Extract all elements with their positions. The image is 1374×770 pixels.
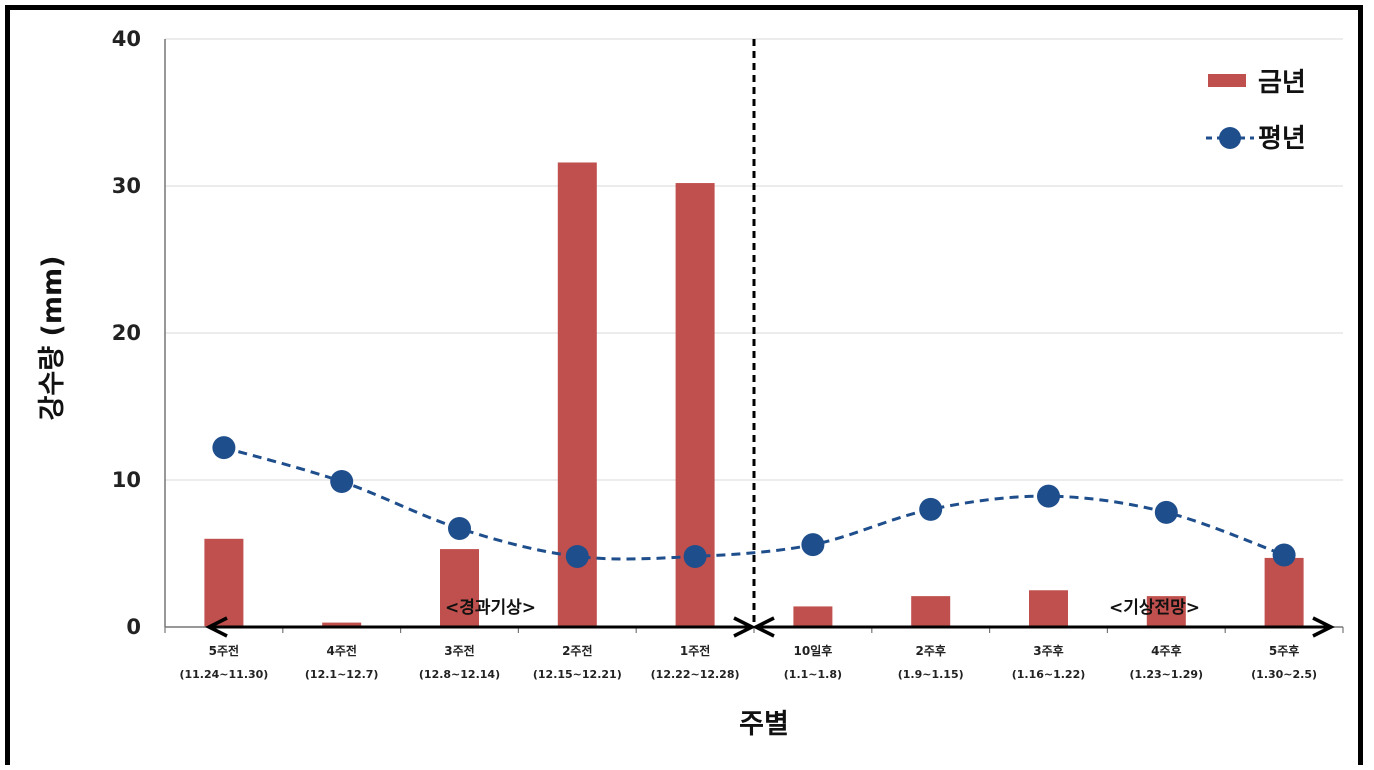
x-axis-title: 주별 [739, 709, 789, 740]
bar [322, 622, 362, 627]
x-tick-range: (1.1~1.8) [784, 668, 842, 681]
line-marker [801, 533, 825, 557]
bar [440, 549, 479, 627]
legend-label-normal-year: 평년 [1258, 124, 1306, 154]
bar-series-this-year [204, 162, 1304, 628]
y-axis-ticks: 0 10 20 30 40 [112, 27, 141, 639]
bar [911, 596, 951, 627]
x-tick-range: (1.30~2.5) [1251, 668, 1317, 681]
x-tick-range: (12.8~12.14) [419, 668, 500, 681]
future-arrow-left-head [752, 616, 775, 638]
line-marker [448, 517, 471, 541]
y-tick-label: 20 [112, 321, 141, 345]
line-marker [1154, 500, 1178, 524]
x-tick-label: 4주후 [1151, 643, 1181, 658]
line-marker [565, 544, 589, 568]
x-tick-label: 5주전 [209, 643, 239, 658]
x-tick-label: 10일후 [794, 643, 833, 658]
x-tick-range: (12.15~12.21) [533, 668, 622, 681]
y-tick-label: 30 [112, 174, 141, 198]
x-tick-label: 4주전 [326, 643, 356, 658]
bar [1029, 590, 1068, 627]
x-tick-label: 2주후 [915, 643, 945, 658]
bar [204, 538, 244, 627]
legend-swatch-this-year [1208, 74, 1246, 87]
line-marker [330, 469, 354, 493]
past-arrow-left-head [205, 616, 228, 638]
legend: 금년 평년 [1206, 68, 1306, 154]
line-series-normal-year [212, 436, 1296, 568]
normal-year-line [223, 446, 1285, 561]
x-tick-range: (12.1~12.7) [305, 668, 379, 681]
x-axis-labels: 5주전 (11.24~11.30) 4주전 (12.1~12.7) 3주전 (12.8~1… [179, 643, 1317, 681]
bar [793, 606, 833, 627]
x-tick-label: 5주후 [1269, 643, 1299, 658]
line-marker [212, 436, 236, 460]
x-tick-range: (11.24~11.30) [179, 668, 268, 681]
line-marker [1037, 484, 1060, 508]
x-tick-range: (1.16~1.22) [1012, 668, 1086, 681]
x-tick-range: (1.9~1.15) [898, 668, 964, 681]
past-arrow-right-head [733, 616, 756, 638]
y-tick-label: 40 [112, 27, 141, 51]
line-marker [683, 544, 707, 568]
line-marker [919, 497, 943, 521]
x-tick-label: 3주전 [444, 643, 474, 658]
legend-marker-normal-year [1219, 127, 1241, 149]
bar [1264, 557, 1304, 627]
y-tick-label: 0 [126, 615, 141, 639]
y-axis-title: 강수량 (mm) [37, 256, 68, 421]
period-annotations: <경과기상> <기상전망> [205, 598, 1335, 638]
future-arrow-right-head [1312, 616, 1335, 638]
x-tick-label: 2주전 [562, 643, 592, 658]
axes [164, 39, 1344, 633]
past-period-label: <경과기상> [445, 598, 536, 618]
x-tick-range: (12.22~12.28) [651, 668, 740, 681]
x-tick-label: 1주전 [680, 643, 710, 658]
x-tick-label: 3주후 [1033, 643, 1063, 658]
bar [1146, 596, 1186, 627]
legend-label-this-year: 금년 [1258, 68, 1306, 98]
y-tick-label: 10 [112, 468, 141, 492]
line-marker [1272, 543, 1296, 567]
chart-frame: 0 10 20 30 40 5주전 (11.24~11.30) 4주전 (12.1~12.7)… [5, 5, 1363, 765]
future-period-label: <기상전망> [1109, 598, 1200, 618]
x-tick-range: (1.23~1.29) [1130, 668, 1204, 681]
precipitation-chart: 0 10 20 30 40 5주전 (11.24~11.30) 4주전 (12.1~12.7)… [37, 27, 1344, 740]
